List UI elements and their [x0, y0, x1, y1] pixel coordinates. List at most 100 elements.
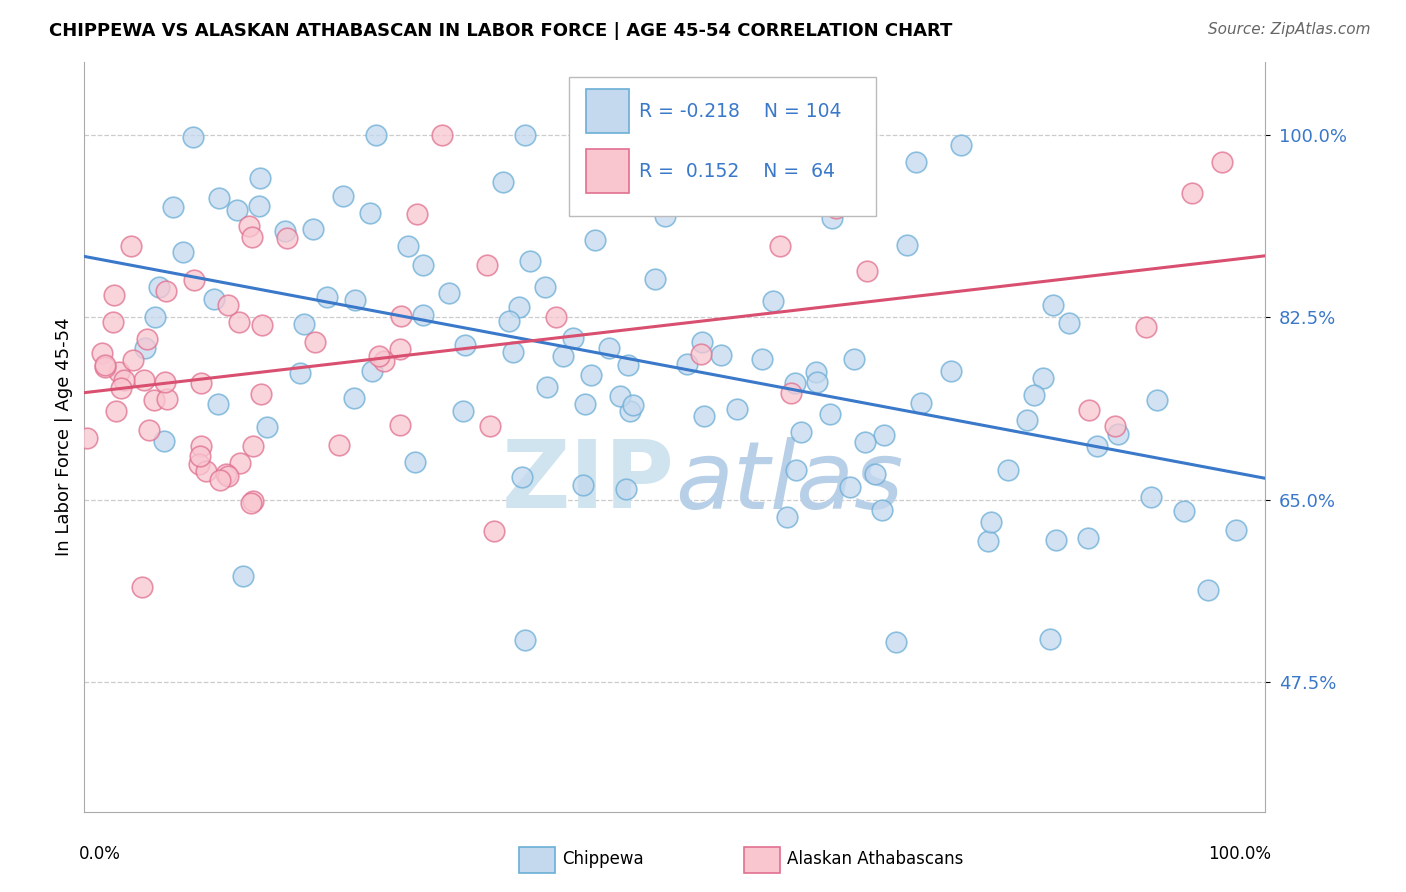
Point: [226, 202, 249, 217]
Point: [572, 478, 595, 492]
Point: [498, 314, 520, 328]
Point: [194, 464, 217, 478]
Point: [546, 310, 568, 324]
Point: [247, 199, 270, 213]
Point: [1173, 503, 1195, 517]
Point: [110, 381, 132, 395]
Point: [614, 483, 637, 497]
Point: [820, 211, 842, 226]
Point: [138, 424, 160, 438]
Point: [693, 409, 716, 423]
Point: [152, 434, 174, 449]
Point: [1211, 155, 1233, 169]
Point: [228, 315, 250, 329]
Point: [256, 420, 278, 434]
Point: [769, 238, 792, 252]
Point: [551, 349, 574, 363]
Point: [162, 200, 184, 214]
Point: [905, 155, 928, 169]
Point: [242, 439, 264, 453]
Point: [276, 231, 298, 245]
Point: [240, 230, 263, 244]
Point: [136, 333, 159, 347]
Point: [301, 221, 323, 235]
Point: [751, 351, 773, 366]
Point: [451, 404, 474, 418]
Point: [780, 386, 803, 401]
Point: [454, 338, 477, 352]
Point: [1107, 426, 1129, 441]
Point: [574, 397, 596, 411]
Text: R = -0.218    N = 104: R = -0.218 N = 104: [640, 102, 842, 120]
Point: [134, 341, 156, 355]
Point: [724, 163, 747, 178]
Point: [368, 349, 391, 363]
Point: [689, 346, 711, 360]
Point: [273, 224, 295, 238]
Text: R =  0.152    N =  64: R = 0.152 N = 64: [640, 161, 835, 180]
Point: [217, 468, 239, 483]
Point: [789, 425, 811, 439]
Point: [492, 175, 515, 189]
Point: [1181, 186, 1204, 200]
Point: [644, 271, 666, 285]
Point: [1085, 439, 1108, 453]
Point: [776, 510, 799, 524]
Point: [315, 290, 337, 304]
Point: [343, 391, 366, 405]
FancyBboxPatch shape: [586, 149, 628, 194]
Point: [250, 318, 273, 332]
Point: [785, 463, 807, 477]
Point: [690, 334, 713, 349]
Point: [229, 456, 252, 470]
Point: [513, 128, 536, 143]
Point: [475, 258, 498, 272]
Point: [619, 404, 641, 418]
Point: [156, 392, 179, 407]
Point: [143, 310, 166, 324]
Point: [585, 233, 607, 247]
Text: CHIPPEWA VS ALASKAN ATHABASCAN IN LABOR FORCE | AGE 45-54 CORRELATION CHART: CHIPPEWA VS ALASKAN ATHABASCAN IN LABOR …: [49, 22, 953, 40]
Point: [977, 533, 1000, 548]
Point: [103, 315, 125, 329]
Point: [783, 376, 806, 390]
Point: [1078, 403, 1101, 417]
Point: [863, 467, 886, 482]
Point: [1032, 371, 1054, 385]
Point: [1197, 583, 1219, 598]
Point: [232, 568, 254, 582]
Point: [1024, 387, 1046, 401]
Point: [873, 428, 896, 442]
Point: [1077, 532, 1099, 546]
Point: [153, 376, 176, 390]
Point: [207, 397, 229, 411]
Point: [839, 480, 862, 494]
Point: [609, 389, 631, 403]
Point: [217, 298, 239, 312]
Point: [103, 287, 125, 301]
Point: [249, 387, 271, 401]
Point: [1057, 317, 1080, 331]
Point: [676, 357, 699, 371]
Point: [502, 345, 524, 359]
Point: [183, 273, 205, 287]
Point: [1042, 298, 1064, 312]
Point: [479, 419, 502, 434]
Point: [508, 300, 530, 314]
Point: [870, 503, 893, 517]
Point: [1015, 413, 1038, 427]
Point: [804, 365, 827, 379]
Text: 100.0%: 100.0%: [1208, 846, 1271, 863]
Point: [108, 365, 131, 379]
Point: [242, 494, 264, 508]
Point: [190, 376, 212, 390]
Point: [172, 245, 194, 260]
Point: [482, 524, 505, 539]
Point: [997, 463, 1019, 477]
Point: [430, 128, 453, 143]
Point: [842, 351, 865, 366]
Point: [510, 470, 533, 484]
Point: [112, 373, 135, 387]
Point: [208, 474, 231, 488]
Point: [654, 209, 676, 223]
